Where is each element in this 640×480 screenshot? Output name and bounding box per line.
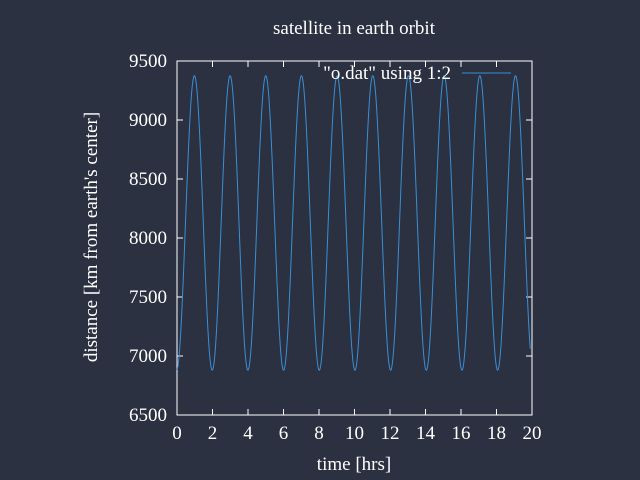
legend: "o.dat" using 1:2 bbox=[323, 63, 511, 84]
x-tick-label: 10 bbox=[345, 423, 364, 444]
plot-area bbox=[176, 75, 531, 371]
axes-group: 0 2 4 6 8 10 12 14 16 18 20 6500 7000 7500 8000 8500 900… bbox=[129, 51, 542, 444]
y-tick-label: 9000 bbox=[129, 110, 167, 131]
x-tick-label: 2 bbox=[208, 423, 218, 444]
x-tick-label: 12 bbox=[381, 423, 400, 444]
y-tick-label: 8000 bbox=[129, 228, 167, 249]
x-tick-label: 6 bbox=[279, 423, 289, 444]
legend-label: "o.dat" using 1:2 bbox=[323, 63, 451, 84]
y-tick-label: 6500 bbox=[129, 405, 167, 426]
x-tick-label: 20 bbox=[523, 423, 542, 444]
y-tick-label: 7000 bbox=[129, 346, 167, 367]
x-axis-label: time [hrs] bbox=[317, 454, 391, 475]
y-tick-label: 7500 bbox=[129, 287, 167, 308]
plot-frame bbox=[176, 60, 533, 416]
x-tick-label: 8 bbox=[314, 423, 324, 444]
x-tick-label: 18 bbox=[487, 423, 506, 444]
y-axis-label: distance [km from earth's center] bbox=[81, 112, 102, 362]
y-tick-label: 9500 bbox=[129, 51, 167, 72]
x-tick-label: 0 bbox=[172, 423, 182, 444]
x-tick-label: 4 bbox=[243, 423, 253, 444]
chart-title: satellite in earth orbit bbox=[273, 18, 436, 39]
y-tick-label: 8500 bbox=[129, 169, 167, 190]
x-tick-label: 14 bbox=[416, 423, 436, 444]
x-tick-label: 16 bbox=[452, 423, 471, 444]
series-line bbox=[176, 75, 531, 371]
